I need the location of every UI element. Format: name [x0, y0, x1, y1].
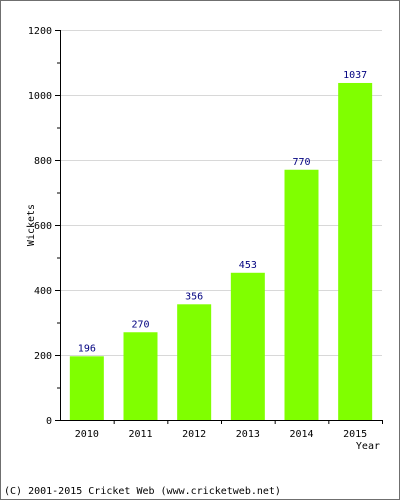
x-tick-label-2014: 2014: [289, 429, 313, 440]
x-axis-label: Year: [356, 441, 380, 452]
copyright-footer: (C) 2001-2015 Cricket Web (www.cricketwe…: [4, 486, 281, 497]
x-tick-label-2015: 2015: [343, 429, 367, 440]
bar-2013: [230, 272, 265, 420]
labels: 196 2010 270 2011 356 2012 453 2013 770 2014 1037 2…: [28, 26, 367, 440]
bar-2014: [284, 169, 319, 420]
y-tick-label-0: 0: [46, 416, 52, 427]
bar-2012: [177, 304, 212, 420]
data-label-2012: 356: [185, 291, 203, 302]
y-tick-label-600: 600: [34, 221, 52, 232]
data-label-2011: 270: [131, 319, 149, 330]
data-label-2010: 196: [78, 343, 96, 354]
bar-2011: [123, 332, 158, 420]
axes: [55, 30, 383, 424]
y-tick-label-800: 800: [34, 156, 52, 167]
x-tick-label-2011: 2011: [128, 429, 152, 440]
y-tick-label-200: 200: [34, 351, 52, 362]
bar-2010: [69, 356, 104, 420]
x-tick-label-2010: 2010: [75, 429, 99, 440]
x-tick-label-2013: 2013: [236, 429, 260, 440]
y-tick-label-400: 400: [34, 286, 52, 297]
data-label-2013: 453: [239, 260, 257, 271]
bar-2015: [338, 82, 373, 420]
data-label-2014: 770: [292, 157, 310, 168]
y-axis-label: Wickets: [26, 204, 37, 246]
bars: [69, 82, 373, 420]
grid-lines: [60, 30, 382, 421]
x-tick-label-2012: 2012: [182, 429, 206, 440]
data-label-2015: 1037: [343, 70, 367, 81]
y-tick-label-1000: 1000: [28, 91, 52, 102]
y-tick-label-1200: 1200: [28, 26, 52, 37]
